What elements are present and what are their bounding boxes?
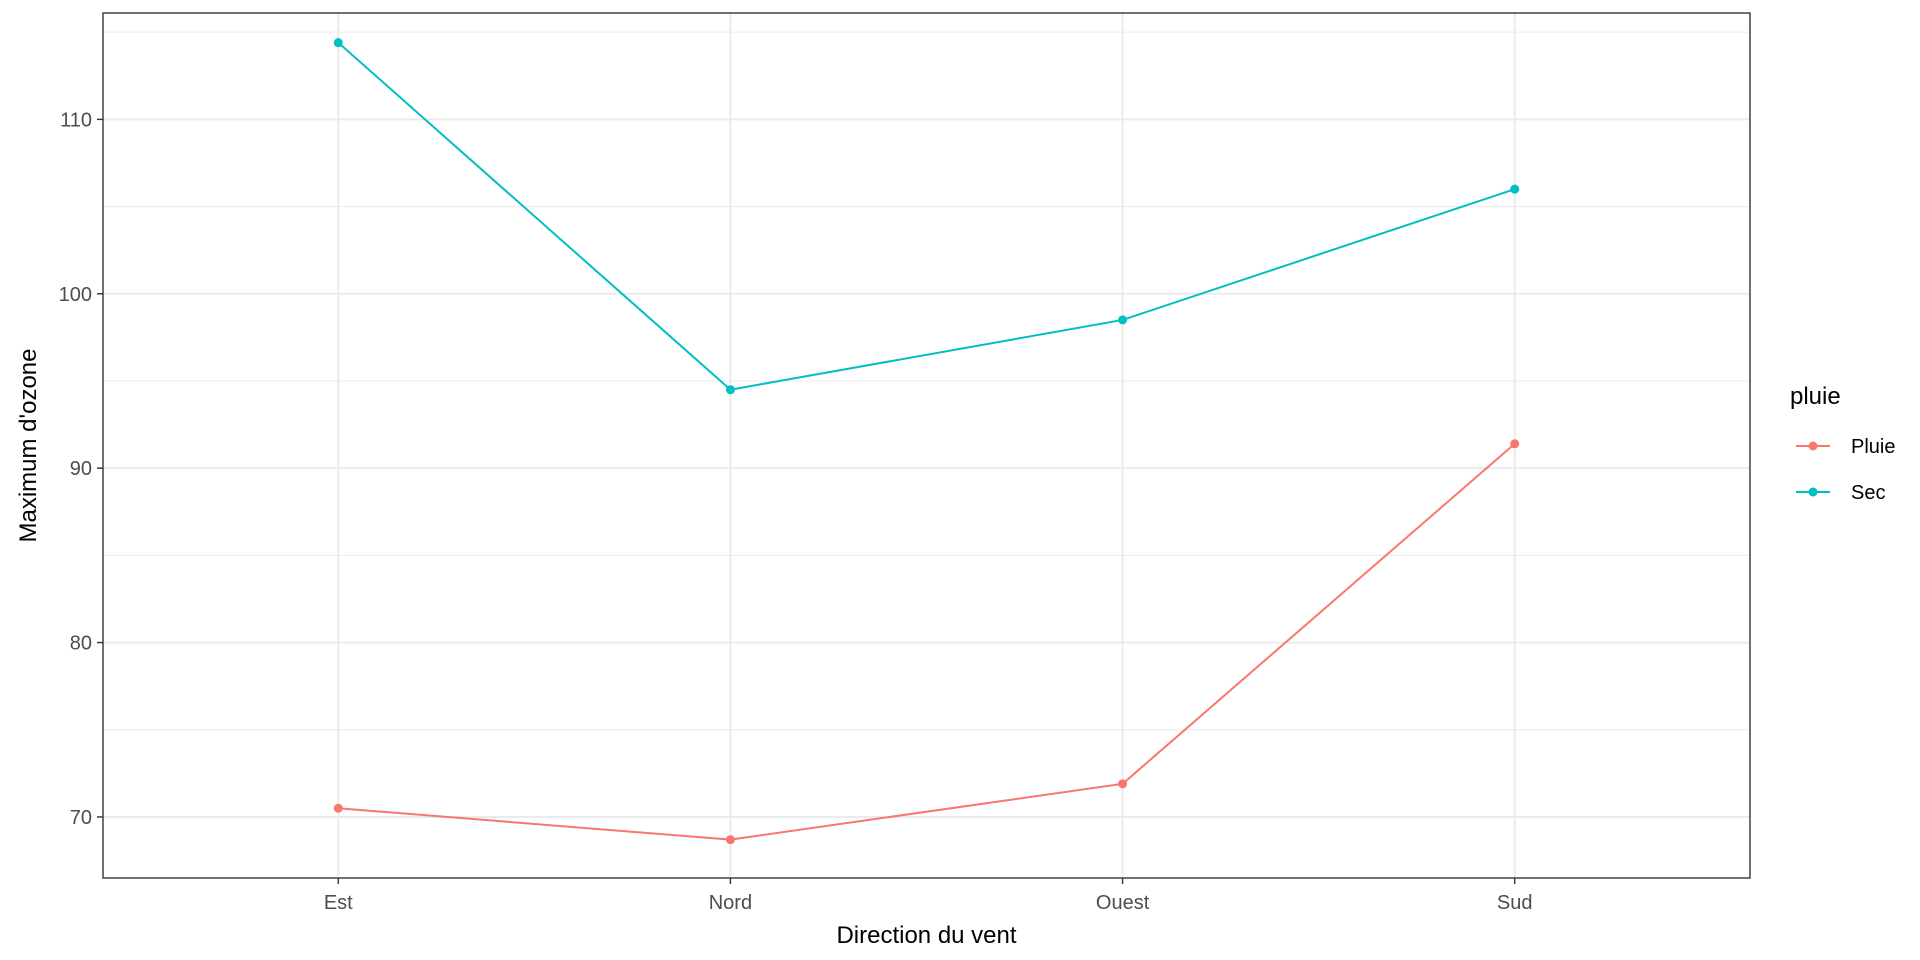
y-tick-label: 100 bbox=[59, 284, 92, 306]
legend-title: pluie bbox=[1790, 383, 1841, 410]
y-tick-label: 70 bbox=[70, 807, 92, 829]
axes: 70 80 90 100 110 Est Nord Ouest Sud bbox=[59, 109, 1533, 914]
panel-border bbox=[102, 12, 1751, 879]
x-tick-label: Nord bbox=[709, 892, 752, 914]
data-point-pluie bbox=[1510, 439, 1520, 449]
y-tick-label: 80 bbox=[70, 633, 92, 655]
data-point-sec bbox=[1510, 184, 1520, 194]
y-tick-label: 90 bbox=[70, 458, 92, 480]
legend: pluie Pluie Sec bbox=[1790, 383, 1895, 504]
legend-key-point bbox=[1808, 441, 1818, 451]
x-axis-title: Direction du vent bbox=[836, 922, 1016, 949]
y-axis-title: Maximum d'ozone bbox=[15, 349, 42, 543]
data-point-pluie bbox=[725, 835, 735, 845]
data-point-sec bbox=[1118, 315, 1128, 325]
y-tick-label: 110 bbox=[60, 109, 92, 131]
legend-label: Pluie bbox=[1851, 436, 1895, 458]
legend-label: Sec bbox=[1851, 482, 1885, 504]
data-point-sec bbox=[333, 38, 343, 48]
series-line-pluie bbox=[338, 443, 1516, 841]
data-point-sec bbox=[725, 385, 735, 395]
legend-key-point bbox=[1808, 487, 1818, 497]
data-point-pluie bbox=[1118, 779, 1128, 789]
x-tick-label: Ouest bbox=[1096, 892, 1150, 914]
grid bbox=[103, 13, 1750, 878]
series-layer bbox=[333, 38, 1520, 845]
series-line-sec bbox=[337, 41, 1516, 391]
data-point-pluie bbox=[333, 803, 343, 813]
x-tick-label: Sud bbox=[1497, 892, 1533, 914]
legend-items: Pluie Sec bbox=[1796, 436, 1895, 504]
x-tick-label: Est bbox=[324, 892, 353, 914]
